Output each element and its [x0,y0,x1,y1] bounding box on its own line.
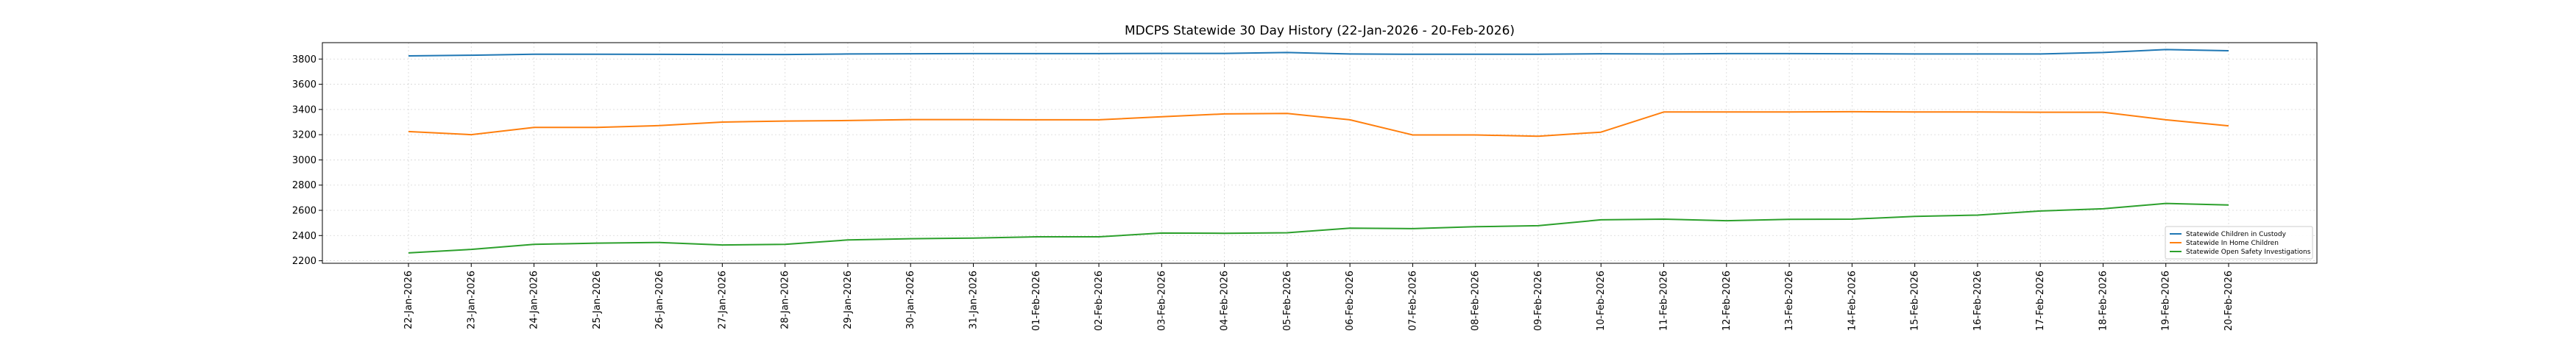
x-tick-label: 12-Feb-2026 [1722,271,1733,331]
legend-label: Statewide Children in Custody [2186,231,2287,238]
y-tick-label: 3600 [292,79,316,90]
series-line [408,202,2229,254]
x-tick-label: 01-Feb-2026 [1031,271,1042,331]
y-axis: 2200 2400 2600 2800 3000 3200 3400 3600 3800 [292,54,322,267]
x-tick-label: 24-Jan-2026 [529,271,540,329]
x-tick-label: 26-Jan-2026 [654,271,665,329]
x-tick-label: 18-Feb-2026 [2098,271,2109,331]
y-tick-label: 3400 [292,104,316,115]
y-tick-label: 2800 [292,180,316,191]
series-lines [408,49,2229,254]
x-tick-label: 11-Feb-2026 [1659,271,1670,331]
series-line [408,110,2229,138]
x-tick-label: 03-Feb-2026 [1156,271,1167,331]
chart-title: MDCPS Statewide 30 Day History (22-Jan-2… [1125,24,1515,38]
y-tick-label: 2600 [292,206,316,217]
x-tick-label: 20-Feb-2026 [2223,271,2234,331]
y-tick-label: 3200 [292,130,316,141]
y-tick-label: 2400 [292,231,316,242]
y-tick-label: 2200 [292,256,316,267]
x-axis: 22-Jan-2026 23-Jan-2026 24-Jan-2026 25-Jan-… [403,263,2234,331]
x-tick-label: 02-Feb-2026 [1094,271,1105,331]
x-tick-label: 30-Jan-2026 [905,271,916,329]
x-tick-label: 10-Feb-2026 [1596,271,1607,331]
x-tick-label: 29-Jan-2026 [843,271,854,329]
x-tick-label: 19-Feb-2026 [2161,271,2172,331]
x-tick-label: 15-Feb-2026 [1910,271,1921,331]
y-tick-label: 3000 [292,155,316,166]
legend: Statewide Children in Custody Statewide I… [2165,226,2313,260]
legend-box [2165,226,2313,260]
x-tick-label: 06-Feb-2026 [1345,271,1356,331]
series-line [408,49,2229,57]
legend-label: Statewide In Home Children [2186,240,2279,247]
plot-frame [322,42,2318,264]
x-tick-label: 09-Feb-2026 [1533,271,1544,331]
x-tick-label: 31-Jan-2026 [968,271,979,329]
x-tick-label: 22-Jan-2026 [403,271,414,329]
x-tick-label: 16-Feb-2026 [1972,271,1984,331]
y-tick-label: 3800 [292,54,316,65]
legend-label: Statewide Open Safety Investigations [2186,249,2311,256]
x-tick-label: 14-Feb-2026 [1847,271,1858,331]
x-tick-label: 27-Jan-2026 [717,271,728,329]
x-tick-label: 17-Feb-2026 [2035,271,2046,331]
grid-lines [322,43,2317,263]
x-tick-label: 07-Feb-2026 [1407,271,1418,331]
x-tick-label: 08-Feb-2026 [1471,271,1482,331]
x-tick-label: 05-Feb-2026 [1282,271,1293,331]
x-tick-label: 04-Feb-2026 [1220,271,1231,331]
x-tick-label: 23-Jan-2026 [466,271,477,329]
x-tick-label: 13-Feb-2026 [1784,271,1795,331]
x-tick-label: 28-Jan-2026 [780,271,791,329]
x-tick-label: 25-Jan-2026 [592,271,603,329]
